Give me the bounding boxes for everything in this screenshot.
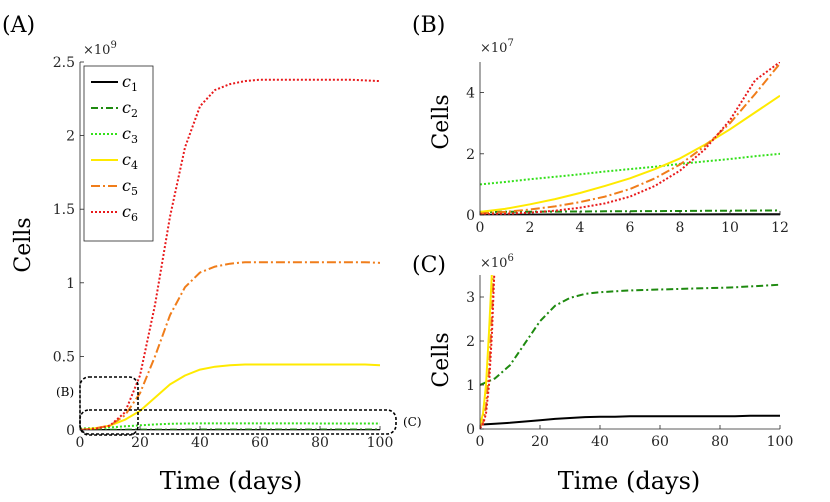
- x-tick-label: 80: [311, 435, 329, 451]
- legend-items: c1 c2 c3 c4 c5 c6: [91, 72, 138, 224]
- y-tick-label: 2.5: [53, 55, 75, 71]
- panel-b-axes: 0 2 4 6 8 10 12 0 2 4: [466, 62, 789, 236]
- legend: c1 c2 c3 c4 c5 c6: [83, 65, 154, 242]
- x-tick-label: 40: [191, 435, 209, 451]
- panel-c: (C) ×106 0 20 40 60 80 100 0 1 2 3 Cells Time (da…: [412, 253, 793, 495]
- panel-c-ylabel: Cells: [429, 332, 454, 387]
- legend-label: c4: [122, 150, 138, 172]
- legend-label: c2: [122, 98, 138, 120]
- x-tick-label: 0: [476, 220, 485, 236]
- panel-b-series-c5: [480, 62, 780, 215]
- region-b-label: (B): [56, 385, 74, 399]
- x-tick-label: 60: [251, 435, 269, 451]
- panel-c-series-c4: [480, 275, 493, 425]
- y-tick-label: 2: [466, 147, 475, 163]
- y-tick-label: 0: [466, 208, 475, 224]
- legend-label: c6: [122, 202, 138, 224]
- panel-c-xlabel: Time (days): [558, 467, 701, 495]
- y-tick-label: 2: [66, 129, 75, 145]
- x-tick-label: 8: [676, 220, 685, 236]
- x-tick-label: 0: [476, 434, 485, 450]
- panel-c-axis-lines: [479, 275, 780, 430]
- legend-box: [83, 65, 154, 242]
- panel-a-multiplier: ×109: [83, 40, 117, 58]
- x-tick-label: 0: [76, 435, 85, 451]
- panel-c-label: (C): [412, 253, 446, 278]
- x-tick-label: 100: [367, 435, 394, 451]
- panel-b-multiplier: ×107: [480, 38, 514, 56]
- x-tick-label: 100: [767, 434, 794, 450]
- x-tick-label: 2: [526, 220, 535, 236]
- y-tick-label: 0: [66, 423, 75, 439]
- panel-b: (B) ×107 0 2 4 6 8 10 12 0 2 4 Cells: [412, 13, 789, 236]
- y-tick-label: 0: [466, 422, 475, 438]
- panel-c-axes: 0 20 40 60 80 100 0 1 2 3: [466, 275, 793, 450]
- x-tick-label: 6: [626, 220, 635, 236]
- legend-item-c6: c6: [91, 202, 138, 224]
- legend-label: c1: [122, 72, 138, 94]
- y-tick-label: 1: [466, 378, 475, 394]
- panel-b-series-c6: [480, 62, 780, 215]
- panel-b-label: (B): [412, 13, 445, 38]
- y-tick-label: 1.5: [53, 202, 75, 218]
- x-tick-label: 60: [651, 434, 669, 450]
- x-tick-label: 4: [576, 220, 585, 236]
- x-tick-label: 20: [131, 435, 149, 451]
- panel-a-ylabel: Cells: [11, 217, 36, 272]
- y-tick-label: 3: [466, 290, 475, 306]
- legend-item-c1: c1: [91, 72, 138, 94]
- region-c-box: [79, 409, 397, 435]
- panel-a-xlabel: Time (days): [160, 467, 303, 495]
- legend-item-c2: c2: [91, 98, 138, 120]
- y-tick-label: 1: [66, 276, 75, 292]
- y-tick-label: 4: [466, 86, 475, 102]
- panel-b-ylabel: Cells: [429, 94, 454, 149]
- panel-a-series-c6: [80, 78, 380, 430]
- y-tick-label: 0.5: [53, 349, 75, 365]
- panel-c-multiplier: ×106: [480, 253, 514, 271]
- panel-c-series: [480, 275, 780, 429]
- x-tick-label: 12: [771, 220, 789, 236]
- region-b-box: [79, 376, 139, 436]
- panel-b-axis-lines: [479, 62, 780, 216]
- legend-item-c5: c5: [91, 176, 138, 198]
- panel-a-series-c3: [80, 422, 380, 430]
- panel-a-label: (A): [2, 13, 35, 38]
- legend-item-c3: c3: [91, 124, 138, 146]
- x-tick-label: 20: [531, 434, 549, 450]
- panel-b-series-c4: [480, 94, 780, 213]
- panel-b-series-c3: [480, 152, 780, 186]
- panel-b-series: [480, 62, 780, 215]
- panel-c-series-c2: [480, 283, 780, 386]
- legend-label: c3: [122, 124, 138, 146]
- panel-c-series-c1: [480, 414, 780, 426]
- x-tick-label: 80: [711, 434, 729, 450]
- panel-a-series-c5: [80, 261, 380, 430]
- legend-label: c5: [122, 176, 138, 198]
- panel-a-series-c4: [80, 363, 380, 430]
- x-tick-label: 40: [591, 434, 609, 450]
- legend-item-c4: c4: [91, 150, 138, 172]
- x-tick-label: 10: [721, 220, 739, 236]
- panel-a-axes: 0 20 40 60 80 100 0 0.5 1 1.5 2 2.5: [53, 55, 394, 451]
- region-c-label: (C): [403, 415, 422, 429]
- y-tick-label: 2: [466, 334, 475, 350]
